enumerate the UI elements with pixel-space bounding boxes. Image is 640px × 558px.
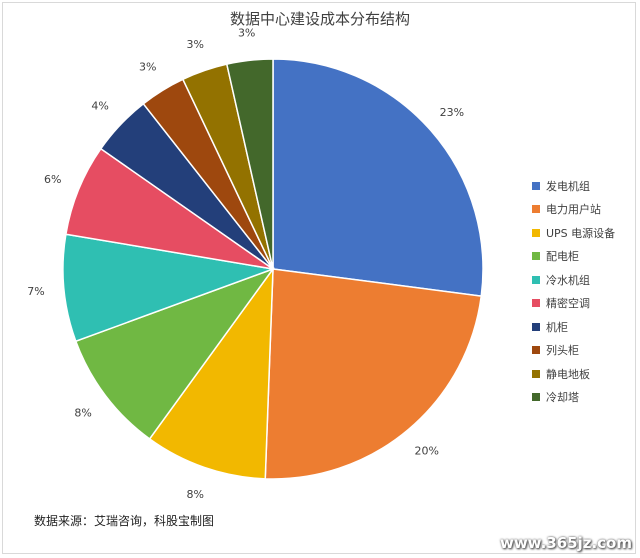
- legend-label: 发电机组: [546, 179, 590, 193]
- legend-item: 冷却塔: [532, 386, 615, 410]
- legend-item: 发电机组: [532, 174, 615, 198]
- legend-item: 配电柜: [532, 245, 615, 269]
- chart-frame: [2, 2, 636, 554]
- legend-item: UPS 电源设备: [532, 221, 615, 245]
- legend-swatch: [532, 275, 540, 284]
- slice-data-label: 20%: [415, 445, 439, 458]
- pie-slice: [62, 233, 276, 343]
- legend-swatch: [532, 393, 540, 402]
- watermark: www.365jz.com: [499, 534, 632, 552]
- legend-swatch: [532, 228, 540, 237]
- slice-data-label: 3%: [238, 26, 255, 39]
- legend-item: 机柜: [532, 315, 615, 339]
- pie-slice: [264, 268, 483, 480]
- legend-label: 机柜: [546, 320, 568, 334]
- legend-item: 静电地板: [532, 362, 615, 386]
- slice-data-label: 23%: [440, 106, 464, 119]
- legend-label: 冷却塔: [546, 391, 579, 405]
- pie-slice: [225, 58, 274, 270]
- legend-label: 冷水机组: [546, 273, 590, 287]
- chart-legend: 发电机组电力用户站 UPS 电源设备 配电柜冷水机组精密空调机柜列头柜静电地板冷却塔: [532, 174, 615, 409]
- slice-data-label: 4%: [91, 99, 108, 112]
- legend-label: 列头柜: [546, 344, 579, 358]
- source-note: 数据来源：艾瑞咨询，科股宝制图: [34, 514, 215, 528]
- slice-data-label: 7%: [27, 285, 44, 298]
- legend-swatch: [532, 369, 540, 378]
- legend-label: 电力用户站: [546, 203, 601, 217]
- legend-swatch: [532, 299, 540, 308]
- slice-data-label: 8%: [187, 488, 204, 501]
- legend-item: 电力用户站: [532, 198, 615, 222]
- legend-label: 精密空调: [546, 297, 590, 311]
- legend-swatch: [532, 322, 540, 331]
- legend-swatch: [532, 346, 540, 355]
- legend-label: 静电地板: [546, 367, 590, 381]
- legend-label: UPS 电源设备: [546, 226, 616, 240]
- pie-slice: [272, 58, 484, 297]
- pie-slice: [148, 266, 274, 480]
- pie-slice: [74, 267, 276, 440]
- legend-swatch: [532, 181, 540, 190]
- slice-data-label: 6%: [44, 173, 61, 186]
- legend-item: 列头柜: [532, 339, 615, 363]
- slice-data-label: 3%: [187, 38, 204, 51]
- legend-label: 配电柜: [546, 250, 579, 264]
- slice-data-label: 8%: [74, 406, 91, 419]
- legend-swatch: [532, 205, 540, 214]
- chart-title: 数据中心建设成本分布结构: [229, 10, 410, 28]
- legend-swatch: [532, 252, 540, 261]
- legend-item: 冷水机组: [532, 268, 615, 292]
- legend-item: 精密空调: [532, 292, 615, 316]
- slice-data-label: 3%: [139, 61, 156, 74]
